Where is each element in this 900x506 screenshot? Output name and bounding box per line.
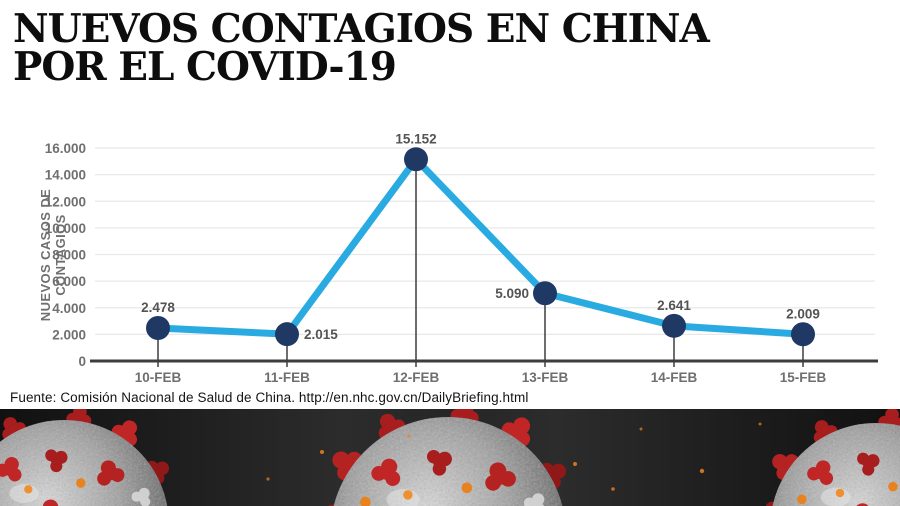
y-tick-label: 14.000 (45, 168, 86, 183)
x-tick-label: 14-FEB (651, 370, 698, 385)
x-tick-label: 15-FEB (780, 370, 827, 385)
page-title-line-2: POR EL COVID-19 (13, 44, 397, 90)
data-point-value: 2.015 (304, 327, 338, 342)
x-tick-label: 12-FEB (393, 370, 440, 385)
page-title: NUEVOS CONTAGIOS EN CHINA POR EL COVID-1… (13, 6, 710, 90)
y-tick-label: 10.000 (45, 221, 86, 236)
y-tick-label: 0 (78, 354, 86, 369)
y-tick-label: 6.000 (52, 274, 86, 289)
x-tick-label: 11-FEB (264, 370, 310, 385)
y-axis-title: NUEVOS CASOS DECONTAGIOS (38, 189, 68, 321)
virus-photo-strip (0, 409, 900, 506)
data-point-marker (275, 322, 299, 347)
data-point-marker (533, 281, 557, 306)
y-tick-label: 2.000 (52, 327, 86, 342)
data-point-value: 2.009 (786, 306, 820, 321)
data-point-value: 15.152 (395, 131, 436, 146)
y-tick-label: 4.000 (52, 301, 86, 316)
data-line (154, 155, 807, 338)
line-chart: 0 2.000 4.000 6.000 8.000 10.000 12.000 14.000 1… (0, 125, 900, 390)
page-title-line-1: NUEVOS CONTAGIOS EN CHINA (13, 6, 710, 52)
data-point-value: 2.478 (141, 300, 175, 315)
floating-specks (266, 422, 762, 491)
data-point-value: 2.641 (657, 298, 691, 313)
data-point-marker (404, 147, 428, 172)
chart-svg: 0 2.000 4.000 6.000 8.000 10.000 12.000 14.000 1… (38, 131, 878, 385)
virus-strip-svg (0, 409, 900, 506)
data-point-marker (791, 322, 815, 347)
data-point-marker (146, 316, 170, 341)
data-point-marker (662, 313, 686, 338)
x-tick-label: 10-FEB (135, 370, 182, 385)
y-tick-label: 12.000 (45, 194, 86, 209)
y-tick-label: 8.000 (52, 248, 86, 263)
source-text: Fuente: Comisión Nacional de Salud de Ch… (10, 390, 529, 405)
data-point-value: 5.090 (495, 286, 529, 301)
x-tick-label: 13-FEB (522, 370, 569, 385)
y-tick-label: 16.000 (45, 141, 86, 156)
